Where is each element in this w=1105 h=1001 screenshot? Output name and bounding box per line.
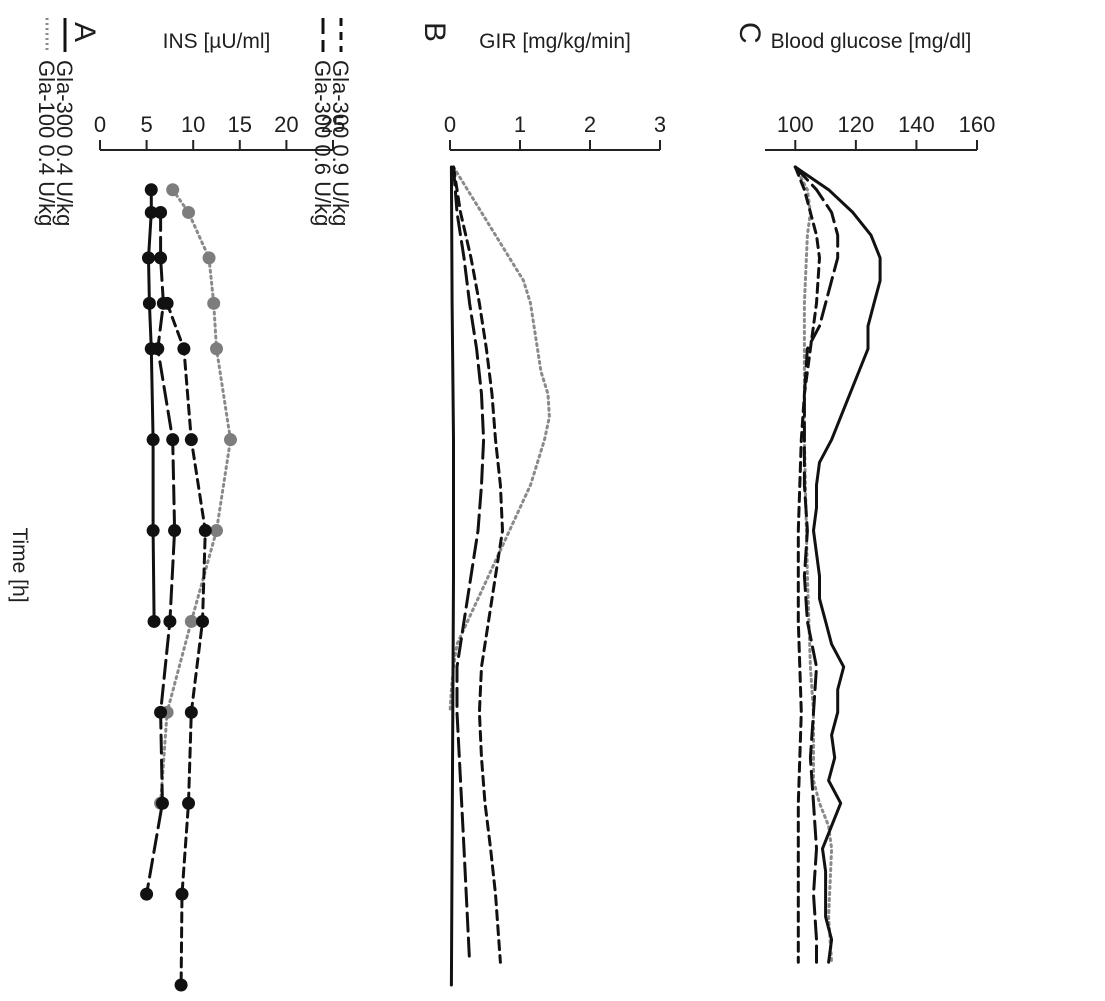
legend-label: Gla-300 0.9 U/kg bbox=[328, 60, 353, 226]
y-axis-title: Blood glucose [mg/dl] bbox=[771, 30, 972, 53]
panel-A: A INS [µU/ml] 0 5 10 15 20 25 bbox=[68, 22, 345, 992]
data-point bbox=[207, 296, 221, 310]
data-point bbox=[184, 705, 198, 719]
y-tick-label: 15 bbox=[228, 112, 252, 137]
data-point bbox=[196, 614, 210, 628]
series-line-solid bbox=[793, 165, 882, 964]
legend-label: Gla-100 0.4 U/kg bbox=[34, 60, 59, 226]
data-point bbox=[147, 614, 161, 628]
panel-B: B GIR [mg/kg/min] 0 1 2 3 bbox=[418, 22, 666, 987]
y-tick-label: 140 bbox=[898, 112, 935, 137]
legend-label: Gla-300 0.6 U/kg bbox=[310, 60, 335, 226]
legend-item: Gla-100 0.4 U/kg bbox=[34, 18, 59, 226]
data-point bbox=[182, 796, 196, 810]
data-point bbox=[177, 342, 191, 356]
data-point bbox=[142, 296, 156, 310]
data-point bbox=[202, 251, 216, 265]
y-tick-label: 20 bbox=[274, 112, 298, 137]
series-line-dotted bbox=[448, 165, 551, 714]
y-axis-title: INS [µU/ml] bbox=[163, 30, 271, 53]
series-line-solid bbox=[449, 165, 455, 987]
data-point bbox=[168, 524, 182, 538]
data-point bbox=[166, 183, 180, 197]
data-point bbox=[210, 524, 223, 538]
data-point bbox=[166, 433, 180, 447]
y-tick-label: 3 bbox=[654, 112, 666, 137]
panel-letter: A bbox=[68, 22, 101, 42]
y-tick-label: 2 bbox=[584, 112, 596, 137]
data-point bbox=[210, 342, 223, 356]
legend-item: Gla-300 0.4 U/kg bbox=[52, 18, 77, 226]
data-point bbox=[175, 887, 189, 901]
data-point bbox=[141, 251, 155, 265]
series-line-longdash bbox=[452, 165, 486, 964]
y-tick-label: 5 bbox=[140, 112, 152, 137]
panel-letter: C bbox=[733, 22, 766, 44]
series-line-dotted bbox=[159, 188, 232, 805]
y-tick-label: 0 bbox=[444, 112, 456, 137]
y-tick-label: 10 bbox=[181, 112, 205, 137]
y-tick-label: 100 bbox=[777, 112, 814, 137]
data-point bbox=[155, 796, 169, 810]
data-point bbox=[146, 524, 160, 538]
data-point bbox=[182, 205, 196, 219]
y-tick-label: 25 bbox=[321, 112, 345, 137]
legend-item: Gla-300 0.6 U/kg bbox=[310, 18, 335, 226]
data-point bbox=[163, 614, 177, 628]
data-point bbox=[154, 705, 168, 719]
data-point bbox=[154, 205, 168, 219]
series-line-shortdash bbox=[452, 165, 504, 964]
data-point bbox=[223, 433, 237, 447]
data-point bbox=[174, 978, 188, 992]
series-line-longdash bbox=[145, 210, 177, 896]
y-tick-label: 160 bbox=[959, 112, 996, 137]
data-point bbox=[184, 433, 198, 447]
data-point bbox=[151, 342, 165, 356]
chart-panels: A INS [µU/ml] 0 5 10 15 20 25 B GIR [mg/kg/min] 0 1… bbox=[68, 22, 995, 992]
data-point bbox=[154, 251, 168, 265]
series-line-solid bbox=[147, 188, 156, 623]
y-axis-title: GIR [mg/kg/min] bbox=[479, 30, 631, 53]
y-tick-label: 1 bbox=[514, 112, 526, 137]
panel-C: C Blood glucose [mg/dl] 100 120 140 160 bbox=[733, 22, 996, 964]
x-axis-title: Time [h] bbox=[8, 527, 31, 602]
data-point bbox=[198, 524, 212, 538]
data-point bbox=[144, 205, 158, 219]
data-point bbox=[140, 887, 154, 901]
series-line-longdash bbox=[793, 165, 840, 964]
data-point bbox=[160, 296, 174, 310]
data-point bbox=[146, 433, 160, 447]
data-point bbox=[184, 614, 198, 628]
data-point bbox=[144, 183, 158, 197]
series-line-dotted bbox=[793, 165, 834, 964]
series-line-shortdash bbox=[793, 165, 821, 964]
panel-letter: B bbox=[418, 22, 451, 42]
y-tick-label: 120 bbox=[837, 112, 874, 137]
y-tick-label: 0 bbox=[94, 112, 106, 137]
legend-label: Gla-300 0.4 U/kg bbox=[52, 60, 77, 226]
